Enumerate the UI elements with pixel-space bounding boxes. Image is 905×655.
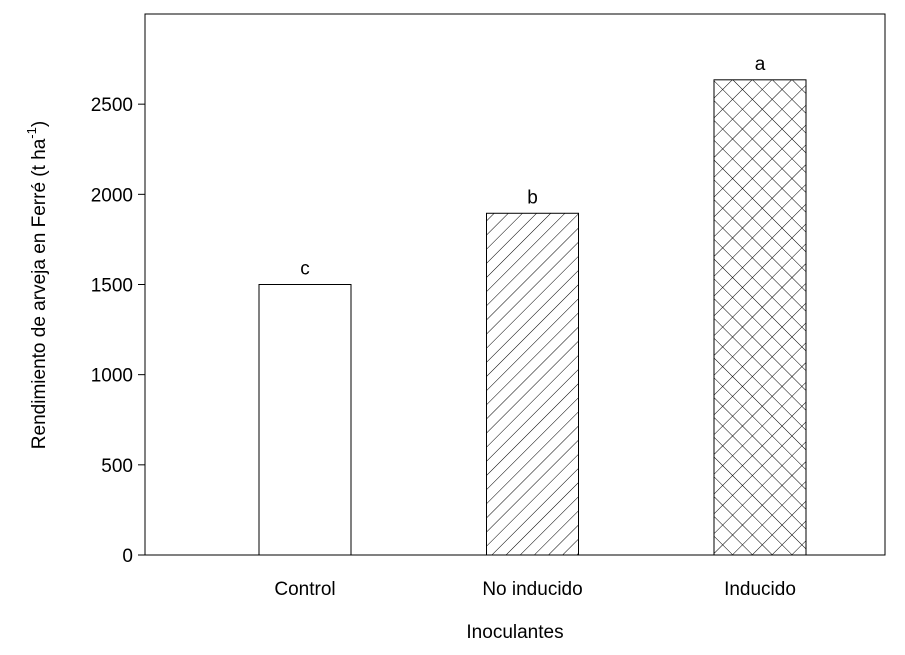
bar bbox=[258, 284, 352, 556]
y-label-main: Rendimiento de arveja en Ferré (t ha bbox=[29, 138, 50, 449]
x-tick-label: Control bbox=[274, 579, 335, 600]
y-label-end: ) bbox=[29, 121, 50, 127]
y-tick-label: 1000 bbox=[91, 366, 133, 387]
y-tick-label: 2000 bbox=[91, 185, 133, 206]
bar bbox=[713, 79, 807, 556]
significance-letter: b bbox=[527, 187, 538, 208]
y-tick-label: 1500 bbox=[91, 276, 133, 297]
y-tick-label: 500 bbox=[101, 456, 133, 477]
y-axis-label: Rendimiento de arveja en Ferré (t ha-1) bbox=[24, 121, 50, 449]
significance-letter: c bbox=[300, 259, 310, 280]
x-axis-label: Inoculantes bbox=[466, 622, 563, 643]
significance-letter: a bbox=[755, 54, 766, 75]
y-label-sup: -1 bbox=[24, 127, 39, 139]
y-tick-label: 0 bbox=[122, 546, 133, 567]
bar bbox=[486, 212, 579, 556]
x-tick-label: Inducido bbox=[724, 579, 796, 600]
x-tick-label: No inducido bbox=[482, 579, 582, 600]
y-tick-label: 2500 bbox=[91, 95, 133, 116]
